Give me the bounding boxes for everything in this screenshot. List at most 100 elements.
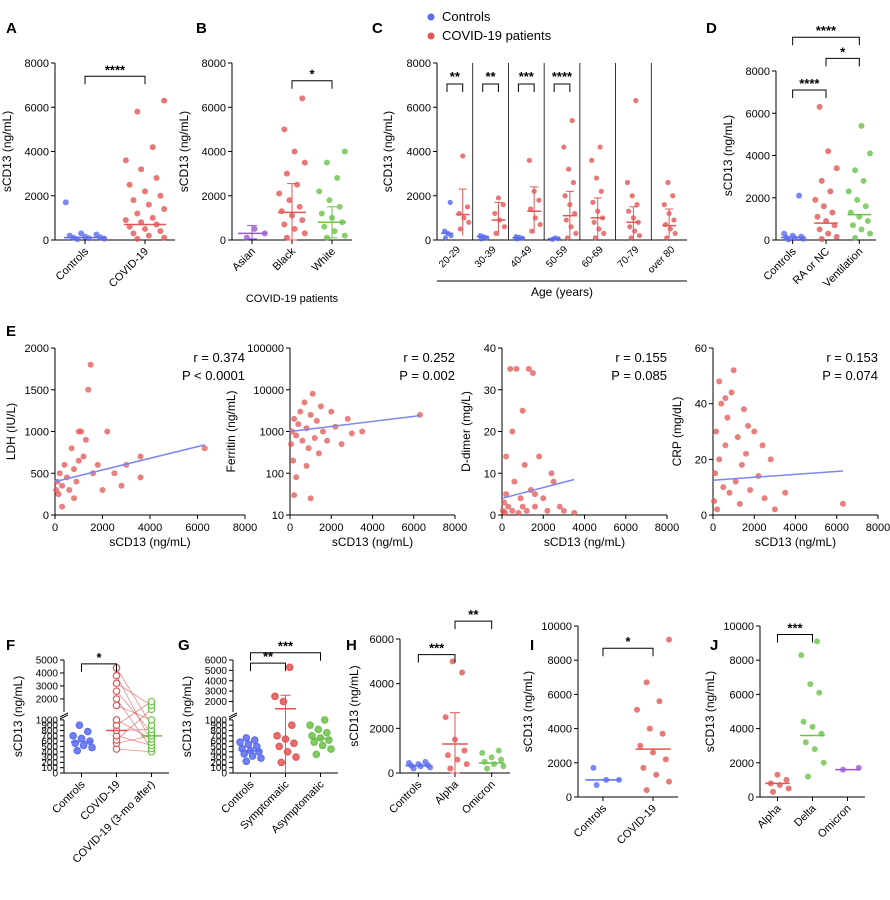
y-tick-label: 10	[272, 510, 284, 522]
data-point	[242, 734, 251, 742]
data-point	[761, 495, 768, 502]
x-tick-label: over 80	[646, 244, 678, 276]
data-point	[130, 230, 137, 237]
significance-bracket	[792, 89, 827, 99]
data-point	[548, 470, 555, 477]
significance-label: **	[486, 69, 497, 84]
data-point	[59, 482, 66, 489]
data-point	[550, 478, 557, 485]
panel-letter-d: D	[706, 20, 717, 37]
data-point	[536, 197, 542, 203]
data-point	[153, 175, 160, 182]
significance-bracket	[602, 647, 654, 657]
data-point	[716, 456, 723, 463]
x-tick-label: 70-79	[616, 244, 642, 270]
significance-label: ***	[278, 639, 294, 654]
significance-label: ****	[816, 23, 837, 38]
paired-line	[116, 708, 152, 741]
data-point	[640, 764, 647, 771]
data-point	[867, 150, 873, 157]
y-axis-label: sCD13 (ng/mL)	[0, 111, 14, 192]
panel-e4: 0 20 40 60 0 2000 4000 6000 8000 sCD13 (ng/mL) CRP…	[670, 343, 890, 549]
data-point	[311, 434, 318, 441]
significance-label: ***	[787, 621, 803, 636]
y-tick-label: 100	[266, 468, 284, 480]
data-point	[849, 222, 856, 229]
data-point	[344, 415, 351, 422]
y-tick-label: 600	[41, 737, 58, 748]
data-point	[718, 400, 725, 407]
data-point	[796, 192, 803, 199]
x-tick-label: 4000	[138, 522, 162, 534]
data-point	[858, 226, 865, 233]
data-point	[798, 233, 805, 240]
data-point	[570, 179, 577, 186]
data-point	[814, 213, 821, 220]
data-point	[236, 738, 244, 746]
data-point	[297, 408, 304, 415]
panel-b: 0 2000 4000 6000 8000 sCD13 (ng/mL) Asian Black…	[177, 58, 352, 305]
data-point	[500, 763, 507, 770]
data-point	[509, 507, 516, 514]
significance-bracket	[454, 620, 493, 630]
data-point	[566, 166, 572, 172]
data-point	[104, 428, 111, 435]
significance-bracket	[250, 652, 321, 661]
data-point	[295, 421, 302, 428]
data-point	[532, 491, 538, 498]
data-point	[69, 732, 77, 740]
data-point	[145, 232, 152, 239]
data-point	[278, 208, 285, 215]
significance-label: *	[625, 634, 631, 649]
y-tick-label: 8000	[202, 58, 226, 70]
x-tick-label: 60-69	[580, 244, 606, 270]
data-point	[290, 739, 298, 748]
data-point	[563, 217, 569, 223]
paired-line	[116, 735, 152, 744]
data-point	[61, 461, 68, 468]
x-tick-label: 0	[52, 522, 58, 534]
data-point	[670, 193, 676, 199]
data-point	[820, 203, 827, 210]
panel-letter-f: F	[6, 637, 15, 654]
y-tick-label: 8000	[25, 58, 49, 70]
panel-letter-a: A	[6, 20, 17, 37]
data-point	[94, 461, 101, 468]
y-axis-label: sCD13 (ng/mL)	[11, 676, 25, 757]
data-point	[720, 484, 727, 491]
data-point	[519, 407, 526, 414]
stat-r: r = 0.252	[403, 350, 455, 365]
data-point	[536, 453, 543, 460]
data-point	[716, 378, 723, 385]
legend-swatch-controls	[427, 13, 435, 21]
data-point	[463, 761, 470, 768]
y-axis-label: sCD13 (ng/mL)	[381, 111, 395, 192]
y-tick-label: 8000	[730, 655, 754, 667]
data-point	[273, 732, 281, 740]
significance-bracket	[417, 654, 456, 663]
panel-e1: 0 500 1000 1500 2000 0 2000 4000 6000 8000 sCD13 (…	[4, 343, 257, 549]
data-point	[561, 144, 567, 150]
data-point	[591, 219, 597, 225]
x-tick-label: Omicron	[816, 803, 854, 841]
data-point	[590, 199, 596, 205]
paired-line	[116, 705, 152, 721]
data-point	[782, 489, 789, 496]
data-point	[301, 230, 308, 237]
y-tick-label: 40	[695, 399, 707, 411]
y-tick-label: 0	[43, 235, 49, 247]
y-tick-label: 6000	[205, 656, 228, 667]
panel-j: 0 2000 4000 6000 8000 10000 sCD13 (ng/mL) Alpha…	[703, 621, 865, 841]
data-point	[314, 725, 323, 734]
data-point	[825, 148, 832, 155]
data-point	[71, 495, 77, 502]
data-point	[99, 486, 106, 493]
data-point	[745, 422, 752, 429]
data-point	[88, 743, 96, 752]
y-tick-label: 200	[210, 758, 227, 769]
data-point	[442, 235, 448, 241]
data-point	[79, 741, 88, 750]
data-point	[513, 365, 520, 372]
data-point	[288, 441, 295, 448]
data-point	[80, 453, 87, 460]
